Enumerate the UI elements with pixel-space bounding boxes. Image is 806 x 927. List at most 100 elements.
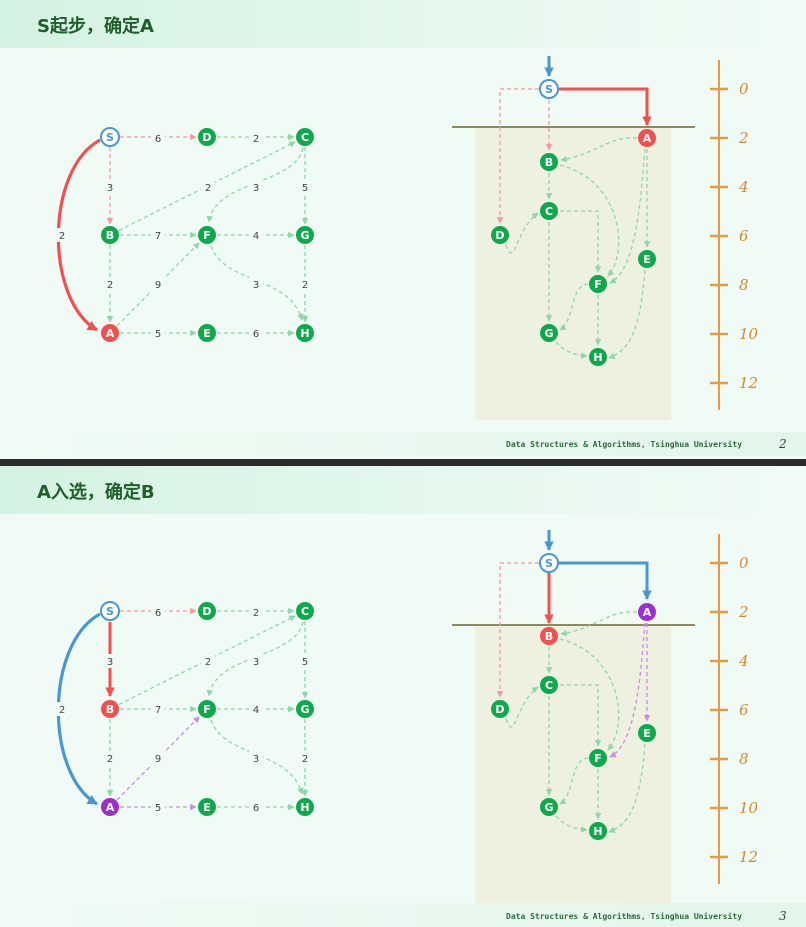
graph-node-H — [296, 324, 314, 342]
graph-node-label: C — [301, 605, 309, 618]
graph-node-label: H — [300, 327, 309, 340]
graph-node-A — [101, 798, 119, 816]
weight-label: 3 — [253, 657, 259, 668]
weight-label-bg — [151, 800, 165, 814]
footer-text: Data Structures & Algorithms, Tsinghua U… — [506, 440, 743, 449]
weight-label: 9 — [155, 280, 161, 291]
graph-node-B — [101, 226, 119, 244]
tree-node-A — [638, 603, 656, 621]
scale-label: 2 — [738, 129, 749, 147]
scale-label: 12 — [739, 848, 758, 866]
tree-node-label: E — [643, 253, 651, 266]
slide-title: A入选，确定B — [37, 482, 155, 503]
graph-node-label: G — [300, 703, 309, 716]
graph-node-label: H — [300, 801, 309, 814]
scale-label: 10 — [739, 325, 759, 343]
tree-node-G — [540, 324, 558, 342]
slide-title: S起步，确定A — [37, 16, 154, 37]
weight-label: 6 — [155, 134, 161, 145]
weight-label: 6 — [155, 608, 161, 619]
tree-edge-E-H — [608, 743, 646, 833]
title-bar — [0, 466, 806, 514]
tree-node-F — [589, 275, 607, 293]
weight-label-bg — [298, 654, 312, 668]
tree-edge-A-B — [560, 137, 638, 163]
tree-node-H — [589, 822, 607, 840]
tree-node-label: D — [495, 229, 504, 242]
weight-label-bg — [103, 751, 117, 765]
graph-node-C — [296, 128, 314, 146]
tree-edge-A-B — [560, 611, 638, 637]
graph-node-D — [198, 128, 216, 146]
footer-bar — [0, 432, 806, 456]
tree-edge-C-F — [560, 210, 602, 273]
weight-label: 2 — [59, 705, 65, 716]
weight-label-bg — [249, 654, 263, 668]
weight-label-bg — [249, 228, 263, 242]
title-bar — [0, 0, 806, 48]
tree-node-H — [589, 348, 607, 366]
tree-node-label: H — [593, 825, 602, 838]
dijkstra-diagram: 6 2 3 2 3 5 2 7 4 2 9 3 2 5 6 S D C B F G A E H S A B C D E F G H 0 2 4 6 8 10… — [55, 56, 759, 420]
weight-label: 4 — [253, 231, 259, 242]
scale-label: 0 — [739, 554, 749, 572]
tree-node-D — [491, 226, 509, 244]
tree-node-label: A — [643, 132, 652, 145]
graph-node-E — [198, 324, 216, 342]
weight-label-bg — [249, 326, 263, 340]
graph-node-label: S — [106, 131, 114, 144]
tree-edge-S-D — [496, 562, 539, 698]
tree-node-C — [540, 676, 558, 694]
graph-node-E — [198, 798, 216, 816]
weight-label: 5 — [155, 329, 161, 340]
graph-node-G — [296, 700, 314, 718]
weight-label: 9 — [155, 754, 161, 765]
tree-edge-C-F — [560, 684, 602, 747]
weight-label: 2 — [302, 754, 308, 765]
tree-edge-S-A — [559, 87, 652, 126]
weight-label: 6 — [253, 329, 259, 340]
weight-label-bg — [298, 751, 312, 765]
graph-node-D — [198, 602, 216, 620]
footer-bar — [0, 903, 806, 927]
tree-node-D — [491, 700, 509, 718]
tree-edge-A-F — [609, 622, 646, 758]
weight-label-bg — [151, 751, 165, 765]
graph-node-label: E — [203, 801, 211, 814]
tree-node-label: H — [593, 351, 602, 364]
weight-label-bg — [249, 751, 263, 765]
graph-node-label: F — [203, 703, 211, 716]
weight-label-bg — [151, 228, 165, 242]
weight-label-bg — [249, 277, 263, 291]
weight-label: 2 — [107, 754, 113, 765]
graph-node-label: E — [203, 327, 211, 340]
weight-label: 2 — [59, 231, 65, 242]
weight-label-bg — [201, 180, 215, 194]
weight-label-bg — [249, 605, 263, 619]
scale-label: 12 — [739, 374, 758, 392]
graph-node-G — [296, 226, 314, 244]
graph-node-S — [100, 601, 120, 621]
weight-label: 3 — [253, 754, 259, 765]
graph-node-S — [100, 127, 120, 147]
tree-node-F — [589, 749, 607, 767]
scale-label: 6 — [739, 227, 749, 245]
tree-node-label: E — [643, 727, 651, 740]
scale-label: 4 — [738, 652, 749, 670]
weight-label: 2 — [107, 280, 113, 291]
tree-edge-B-F — [559, 164, 620, 277]
tree-edge-D-C — [505, 212, 539, 254]
weight-label: 6 — [253, 803, 259, 814]
weight-label: 2 — [205, 657, 211, 668]
tree-node-label: S — [545, 557, 553, 570]
tree-node-label: B — [545, 630, 553, 643]
unvisited-region — [475, 127, 671, 420]
scale-label: 4 — [738, 178, 749, 196]
scale-label: 0 — [739, 80, 749, 98]
graph-node-label: G — [300, 229, 309, 242]
weight-label: 2 — [205, 183, 211, 194]
weight-label: 4 — [253, 705, 259, 716]
page-number: 3 — [779, 909, 787, 923]
slide-3: A入选，确定B 6 2 3 2 3 5 2 7 4 2 9 3 2 5 6 S D C B F G A E H S A B C D E F G… — [0, 466, 806, 927]
weight-label: 5 — [302, 183, 308, 194]
